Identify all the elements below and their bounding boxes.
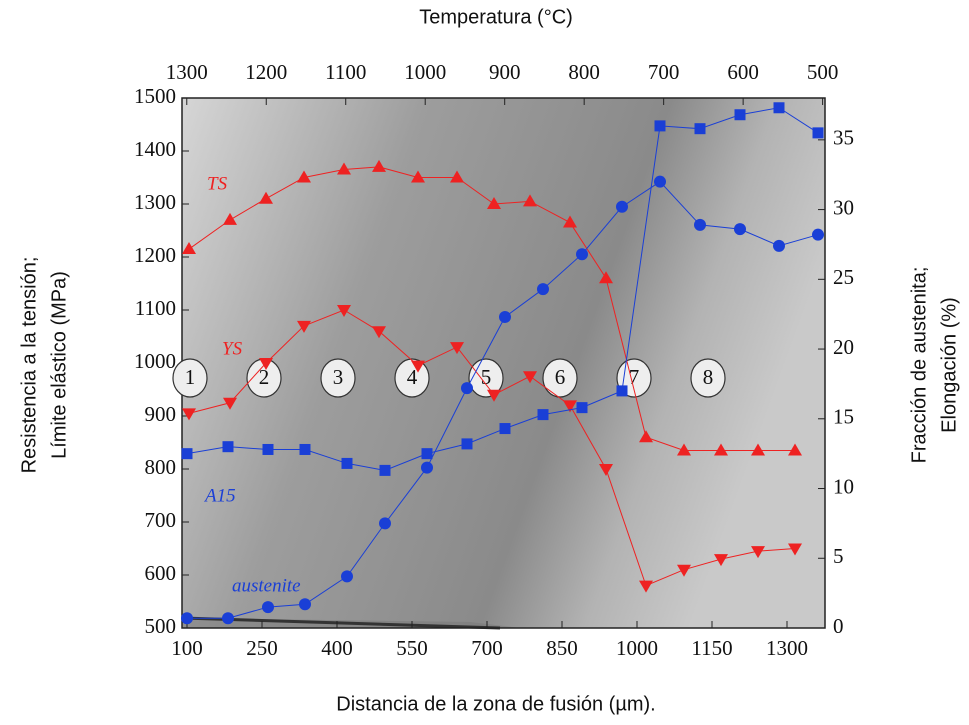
data-point	[379, 517, 391, 529]
y2-tick-label: 0	[833, 614, 844, 638]
y-tick-label: 1100	[135, 296, 176, 320]
data-point	[813, 127, 824, 138]
x2-tick-label: 600	[727, 60, 759, 84]
y-tick-label: 1000	[134, 349, 176, 373]
data-point	[500, 423, 511, 434]
data-point	[421, 462, 433, 474]
y-tick-label: 800	[145, 455, 177, 479]
data-point	[734, 223, 746, 235]
x2-tick-label: 1200	[245, 60, 287, 84]
data-point	[380, 465, 391, 476]
data-point	[342, 458, 353, 469]
data-point	[341, 570, 353, 582]
zone-label: 1	[185, 365, 196, 389]
zone-label: 3	[333, 365, 344, 389]
y2-axis-title: Fracción de austenita;	[908, 267, 930, 464]
y2-tick-label: 15	[833, 405, 854, 429]
y2-tick-label: 30	[833, 195, 854, 219]
y-tick-label: 700	[145, 508, 177, 532]
x2-tick-label: 700	[648, 60, 680, 84]
data-point	[655, 120, 666, 131]
data-point	[299, 598, 311, 610]
y-axis-title: Límite elástico (MPa)	[48, 271, 70, 459]
data-point	[422, 448, 433, 459]
y2-tick-label: 35	[833, 126, 854, 150]
y-tick-label: 1300	[134, 190, 176, 214]
x-tick-label: 1150	[691, 636, 732, 660]
zone-label: 6	[555, 365, 566, 389]
x-axis-title: Distancia de la zona de fusión (µm).	[336, 693, 655, 715]
x-tick-label: 1000	[616, 636, 658, 660]
y-tick-label: 600	[145, 561, 177, 585]
data-point	[735, 109, 746, 120]
zone-label: 8	[703, 365, 714, 389]
data-point	[182, 448, 193, 459]
data-point	[499, 311, 511, 323]
y-tick-label: 1400	[134, 137, 176, 161]
x-tick-label: 400	[321, 636, 353, 660]
x-tick-label: 850	[546, 636, 578, 660]
x2-tick-label: 900	[489, 60, 521, 84]
data-point	[300, 444, 311, 455]
series-label: austenite	[232, 575, 301, 596]
x-tick-label: 100	[171, 636, 203, 660]
x2-tick-label: 1300	[166, 60, 208, 84]
y-tick-label: 500	[145, 614, 177, 638]
series-label: A15	[203, 485, 236, 506]
data-point	[263, 444, 274, 455]
y-axis-title: Resistencia a la tensión;	[18, 257, 40, 474]
data-point	[181, 612, 193, 624]
y-tick-label: 1200	[134, 243, 176, 267]
data-point	[774, 102, 785, 113]
y2-tick-label: 25	[833, 265, 854, 289]
data-point	[462, 438, 473, 449]
data-point	[773, 240, 785, 252]
x-tick-label: 250	[246, 636, 278, 660]
data-point	[695, 123, 706, 134]
y-tick-label: 900	[145, 402, 177, 426]
x-tick-label: 550	[396, 636, 428, 660]
data-point	[616, 201, 628, 213]
data-point	[461, 382, 473, 394]
x-tick-label: 700	[471, 636, 503, 660]
x2-tick-label: 1000	[404, 60, 446, 84]
y2-tick-label: 20	[833, 335, 854, 359]
series-label: TS	[207, 173, 228, 194]
x2-tick-label: 800	[568, 60, 600, 84]
data-point	[617, 385, 628, 396]
series-label: YS	[222, 338, 243, 359]
x2-tick-label: 500	[807, 60, 839, 84]
data-point	[537, 283, 549, 295]
x-tick-label: 1300	[766, 636, 808, 660]
y-tick-label: 1500	[134, 84, 176, 108]
y2-axis-title: Elongación (%)	[938, 297, 960, 433]
data-point	[654, 176, 666, 188]
data-point	[812, 229, 824, 241]
data-point	[222, 612, 234, 624]
micrograph-background	[182, 98, 825, 628]
data-point	[538, 409, 549, 420]
y2-tick-label: 10	[833, 474, 854, 498]
data-point	[694, 219, 706, 231]
data-point	[262, 601, 274, 613]
zone-label: 2	[259, 365, 270, 389]
chart: Temperatura (°C) Distancia de la zona de…	[0, 0, 969, 725]
y2-tick-label: 5	[833, 544, 844, 568]
data-point	[576, 248, 588, 260]
x2-axis-title: Temperatura (°C)	[419, 6, 573, 28]
data-point	[577, 402, 588, 413]
x2-tick-label: 1100	[325, 60, 366, 84]
data-point	[223, 441, 234, 452]
